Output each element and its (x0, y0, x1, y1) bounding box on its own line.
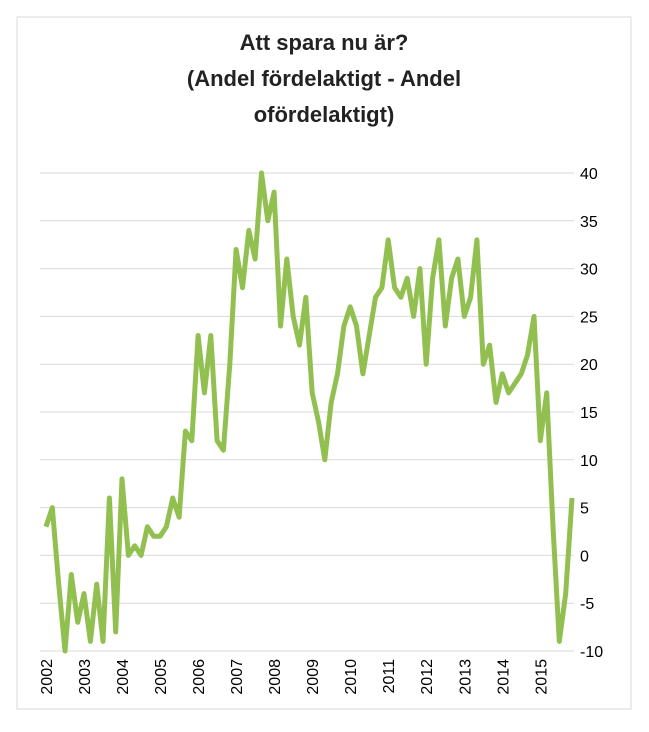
x-tick-label: 2007 (229, 659, 246, 695)
x-tick-label: 2009 (305, 659, 322, 695)
x-tick-label: 2011 (381, 659, 398, 694)
y-tick-label: 5 (580, 501, 589, 518)
x-tick-label: 2003 (77, 659, 94, 695)
chart-title: Att spara nu är? (240, 30, 409, 55)
chart-title: ofördelaktigt) (254, 102, 395, 127)
x-tick-label: 2013 (457, 659, 474, 695)
y-tick-label: 30 (580, 262, 598, 279)
y-tick-label: -5 (580, 596, 594, 613)
x-tick-label: 2014 (495, 659, 512, 695)
y-tick-label: 0 (580, 548, 589, 565)
chart-title: (Andel fördelaktigt - Andel (187, 66, 461, 91)
y-tick-label: 15 (580, 405, 598, 422)
y-tick-label: 40 (580, 166, 598, 183)
y-tick-label: 20 (580, 357, 598, 374)
y-tick-label: -10 (580, 644, 603, 661)
y-tick-label: 35 (580, 214, 598, 231)
y-tick-label: 10 (580, 453, 598, 470)
y-tick-label: 25 (580, 309, 598, 326)
x-tick-label: 2015 (533, 659, 550, 695)
x-tick-label: 2010 (343, 659, 360, 695)
x-tick-label: 2004 (115, 659, 132, 695)
x-tick-label: 2008 (267, 659, 284, 695)
x-tick-label: 2002 (39, 659, 56, 695)
x-tick-label: 2005 (153, 659, 170, 695)
x-tick-label: 2012 (419, 659, 436, 695)
x-tick-label: 2006 (191, 659, 208, 695)
data-line (43, 170, 575, 654)
